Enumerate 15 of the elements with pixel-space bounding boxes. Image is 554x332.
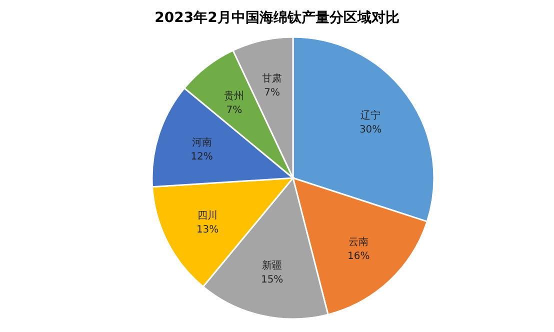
slice-label: 云南 [348,236,369,248]
data-label: 7% [226,105,242,116]
slice-label: 贵州 [224,90,244,102]
slice-label: 河南 [192,136,212,148]
data-label: 12% [190,151,213,162]
slice-label: 新疆 [262,260,282,272]
data-label: 15% [260,274,284,286]
slice-label: 辽宁 [360,110,381,122]
data-label: 7% [264,87,280,98]
chart-title: 2023年2月中国海绵钛产量分区域对比 [154,9,400,26]
data-label: 16% [348,250,370,262]
data-label: 13% [196,224,219,236]
data-label: 30% [359,124,382,136]
slice-label: 四川 [198,210,218,222]
slice-label: 甘肃 [262,72,282,84]
